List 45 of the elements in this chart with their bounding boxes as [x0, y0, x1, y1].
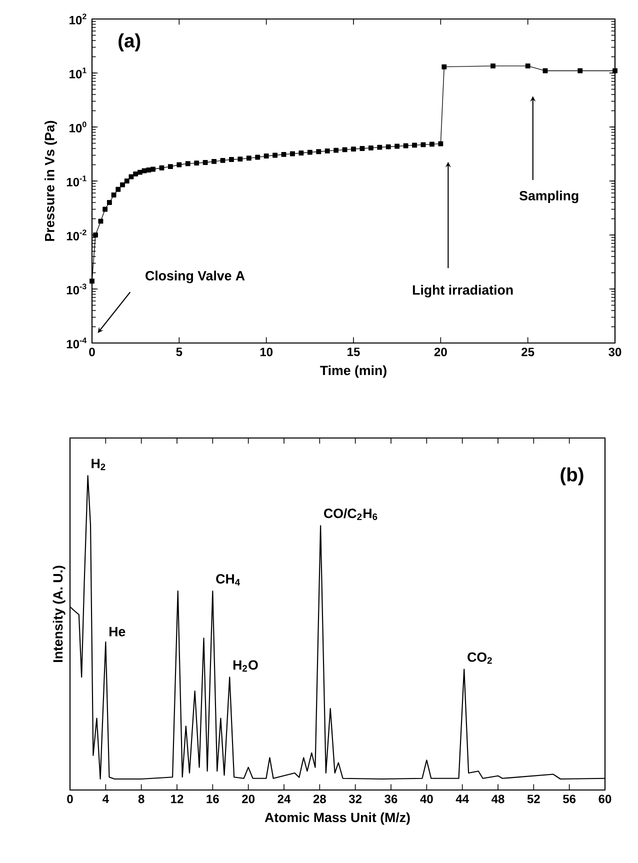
annotation: He — [110, 627, 126, 636]
x-tick-label: 24 — [278, 794, 291, 804]
x-tick-label: 36 — [384, 794, 398, 804]
x-tick-label: 12 — [171, 794, 184, 804]
x-tick-label: 44 — [456, 794, 469, 803]
x-tick-label: 20 — [242, 794, 255, 804]
x-tick-label: 10 — [260, 348, 273, 356]
annotation: CO$_{2}$ — [468, 652, 492, 664]
x-tick-label: 52 — [527, 794, 540, 804]
x-tick-label: 25 — [522, 348, 534, 356]
x-tick-label: 15 — [348, 348, 360, 356]
annotation: H$_{2}$O — [233, 660, 258, 672]
y-tick-label: 10$^{1}$ — [70, 68, 86, 78]
x-tick-label: 4 — [102, 794, 109, 803]
annotation: (a) — [118, 33, 140, 52]
annotation: Sampling — [519, 190, 578, 204]
y-tick-label: 10$^{-4}$ — [66, 338, 87, 348]
x-tick-label: 48 — [492, 794, 504, 804]
y-tick-label: 10$^{2}$ — [70, 14, 86, 24]
x-tick-label: 40 — [420, 794, 433, 804]
y-tick-label: 10$^{-2}$ — [66, 230, 86, 240]
y-tick-label: 10$^{-3}$ — [66, 284, 86, 294]
x-tick-label: 30 — [608, 348, 622, 356]
x-axis-title: Time (min) — [320, 365, 386, 378]
annotation: CO/C$_{2}$H$_{6}$ — [324, 508, 378, 520]
x-tick-label: 60 — [598, 794, 612, 804]
annotation: H$_{2}$ — [92, 458, 106, 470]
x-tick-label: 8 — [138, 794, 144, 804]
annotation: CH$_{4}$ — [216, 574, 240, 586]
x-tick-label: 16 — [206, 794, 219, 804]
y-tick-label: 10$^{-1}$ — [66, 176, 86, 186]
x-tick-label: 20 — [434, 348, 447, 356]
x-axis-title: Atomic Mass Unit (M/z) — [264, 812, 410, 825]
annotation: Closing Valve A — [146, 270, 245, 284]
x-tick-label: 56 — [563, 794, 576, 804]
x-tick-label: 28 — [313, 794, 326, 804]
y-axis-title: Pressure in Vs (Pa) — [44, 120, 57, 241]
annotation: (b) — [560, 467, 584, 486]
annotation: Light irradiation — [412, 284, 513, 298]
x-tick-label: 32 — [348, 794, 362, 804]
x-tick-label: 0 — [89, 348, 95, 356]
x-tick-label: 5 — [176, 348, 182, 356]
x-tick-label: 0 — [67, 794, 73, 804]
y-axis-title: Intensity (A. U.) — [52, 566, 66, 662]
y-tick-label: 10$^{0}$ — [70, 122, 86, 132]
